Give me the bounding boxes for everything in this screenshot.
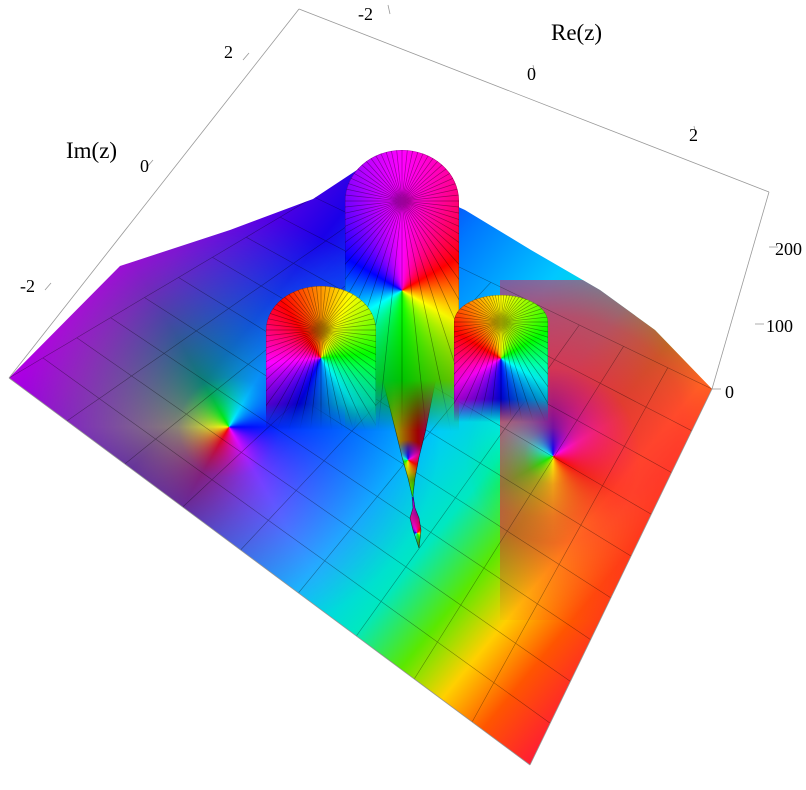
svg-text:-2: -2 <box>20 276 35 296</box>
svg-text:2: 2 <box>224 42 233 62</box>
svg-text:Re(z): Re(z) <box>551 20 602 45</box>
svg-text:2: 2 <box>689 125 698 145</box>
svg-text:Im(z): Im(z) <box>66 138 117 163</box>
svg-text:0: 0 <box>140 156 149 176</box>
svg-text:-2: -2 <box>358 4 373 24</box>
svg-text:100: 100 <box>766 316 793 336</box>
svg-text:0: 0 <box>527 64 536 84</box>
svg-text:200: 200 <box>775 239 802 259</box>
svg-text:0: 0 <box>725 382 734 402</box>
